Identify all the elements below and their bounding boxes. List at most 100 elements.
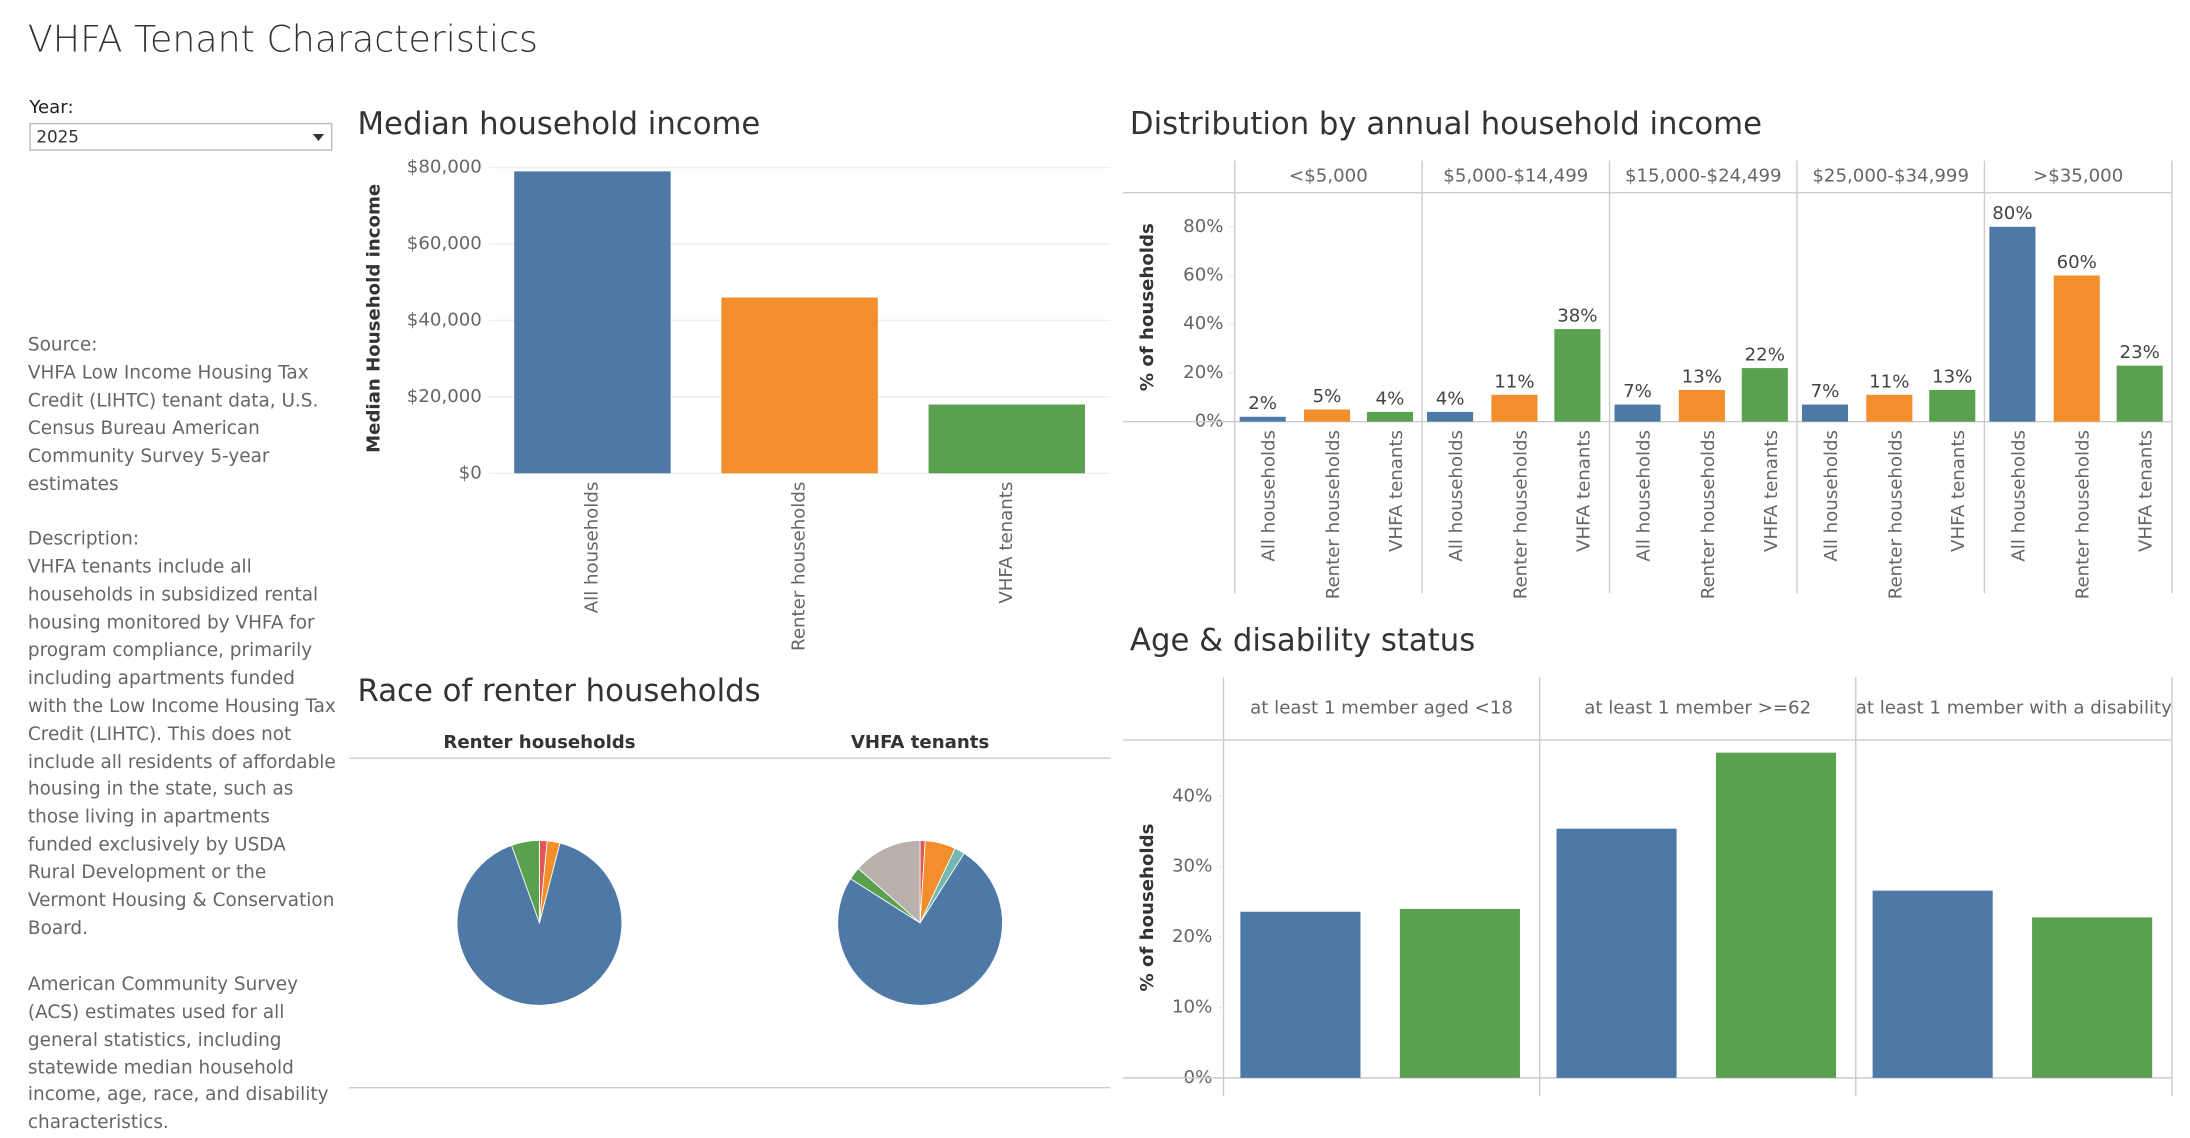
- y-tick-label: 40%: [1172, 785, 1212, 806]
- note-text: VHFA tenants include all households in s…: [27, 557, 336, 940]
- value-label: 4%: [1436, 388, 1465, 409]
- panel-title: VHFA tenants: [851, 732, 989, 753]
- value-label: 38%: [1557, 306, 1597, 327]
- value-label: 7%: [1623, 381, 1652, 402]
- x-tick-label: VHFA tenants: [1761, 430, 1782, 552]
- y-tick-label: $80,000: [407, 157, 482, 178]
- y-tick-label: $60,000: [407, 233, 482, 254]
- charts: Median household income $0 $20,000 $40,000 $…: [349, 106, 2173, 1097]
- group-label: at least 1 member with a disability: [1856, 698, 2172, 719]
- group-label: at least 1 member aged <18: [1250, 698, 1513, 719]
- y-axis-label: % of households: [1137, 824, 1158, 992]
- value-label: 7%: [1811, 381, 1840, 402]
- x-tick-label: All households: [1259, 430, 1280, 562]
- bar: [1554, 329, 1601, 422]
- dropdown-value: 2025: [36, 127, 79, 147]
- x-tick-label: All households: [581, 482, 602, 614]
- bar: [1303, 409, 1351, 422]
- bar: [928, 404, 1086, 474]
- y-tick-label: $20,000: [407, 386, 482, 407]
- note-text: VHFA Low Income Housing Tax Credit (LIHT…: [27, 362, 319, 495]
- x-tick-label: VHFA tenants: [1573, 430, 1594, 552]
- bar: [1678, 389, 1725, 422]
- chart-title: Race of renter households: [358, 673, 761, 709]
- x-tick-label: Renter households: [1885, 430, 1906, 599]
- value-label: 2%: [1248, 393, 1277, 414]
- x-tick-label: All households: [1634, 430, 1655, 562]
- y-tick-label: 80%: [1183, 216, 1223, 237]
- y-tick-label: 20%: [1172, 926, 1212, 947]
- x-tick-label: Renter households: [1323, 430, 1344, 599]
- bar: [1801, 404, 1849, 422]
- x-tick-label: Renter households: [1510, 430, 1531, 599]
- bar: [1872, 890, 1993, 1078]
- bar: [1614, 404, 1661, 422]
- x-tick-label: Renter households: [789, 482, 810, 651]
- group-label: at least 1 member >=62: [1584, 698, 1811, 719]
- y-tick-label: $40,000: [407, 309, 482, 330]
- value-label: 11%: [1869, 371, 1909, 392]
- x-tick-label: All households: [1446, 430, 1467, 562]
- bar: [1239, 416, 1286, 422]
- bar: [2116, 365, 2163, 422]
- value-label: 4%: [1376, 388, 1405, 409]
- value-label: 23%: [2120, 342, 2160, 363]
- bar: [1556, 828, 1677, 1078]
- y-axis-label: Median Household income: [363, 184, 384, 453]
- group-label: $25,000-$34,999: [1812, 166, 1969, 187]
- x-tick-label: VHFA tenants: [1948, 430, 1969, 552]
- bar: [1366, 411, 1413, 422]
- bar: [1741, 368, 1788, 422]
- group-label: <$5,000: [1289, 166, 1368, 187]
- value-label: 13%: [1932, 366, 1972, 387]
- dropdown-arrow: [312, 134, 325, 142]
- value-label: 80%: [1992, 203, 2032, 224]
- bar: [514, 171, 671, 474]
- bar: [2032, 917, 2153, 1078]
- group-label: $15,000-$24,499: [1625, 166, 1782, 187]
- year-dropdown[interactable]: 2025: [29, 122, 333, 151]
- bar: [1427, 411, 1474, 422]
- dashboard-title: VHFA Tenant Characteristics: [27, 19, 538, 62]
- value-label: 60%: [2057, 252, 2097, 273]
- pie-slice: [511, 840, 540, 924]
- panel-title: Renter households: [443, 732, 635, 753]
- x-tick-label: Renter households: [1698, 430, 1719, 599]
- chart-title: Median household income: [358, 106, 761, 142]
- bar: [1866, 394, 1913, 422]
- pie-slice: [857, 840, 921, 924]
- bar: [1989, 226, 2036, 422]
- value-label: 11%: [1494, 371, 1534, 392]
- bar: [1715, 752, 1837, 1078]
- pie-slice: [456, 842, 623, 1006]
- y-tick-label: 30%: [1172, 856, 1212, 877]
- value-label: 22%: [1745, 344, 1785, 365]
- x-tick-label: VHFA tenants: [2136, 430, 2157, 552]
- value-label: 5%: [1313, 386, 1342, 407]
- bar: [1399, 908, 1520, 1078]
- y-tick-label: $0: [459, 462, 482, 483]
- y-tick-label: 20%: [1183, 362, 1223, 383]
- value-label: 13%: [1682, 366, 1722, 387]
- x-tick-label: VHFA tenants: [996, 482, 1017, 604]
- y-axis-label: % of households: [1137, 223, 1158, 391]
- y-tick-label: 60%: [1183, 264, 1223, 285]
- chart-title: Age & disability status: [1130, 623, 1475, 659]
- chart-title: Distribution by annual household income: [1130, 106, 1762, 142]
- note-heading: Source:: [27, 335, 98, 357]
- note-text: American Community Survey (ACS) estimate…: [27, 974, 329, 1135]
- bar: [1929, 389, 1976, 422]
- note-heading: Description:: [27, 529, 140, 551]
- y-tick-label: 10%: [1172, 996, 1212, 1017]
- group-label: >$35,000: [2033, 166, 2123, 187]
- pie-slice: [837, 852, 1003, 1006]
- x-tick-label: Renter households: [2073, 430, 2094, 599]
- notes: Source: VHFA Low Income Housing Tax Cred…: [28, 332, 338, 1138]
- bar: [1240, 911, 1361, 1078]
- bar: [2053, 275, 2100, 422]
- bar: [1491, 394, 1538, 422]
- group-label: $5,000-$14,499: [1443, 166, 1588, 187]
- y-tick-label: 40%: [1183, 313, 1223, 334]
- x-tick-label: All households: [2008, 430, 2029, 562]
- dashboard: Median household income $0 $20,000 $40,000 $…: [27, 19, 2173, 1134]
